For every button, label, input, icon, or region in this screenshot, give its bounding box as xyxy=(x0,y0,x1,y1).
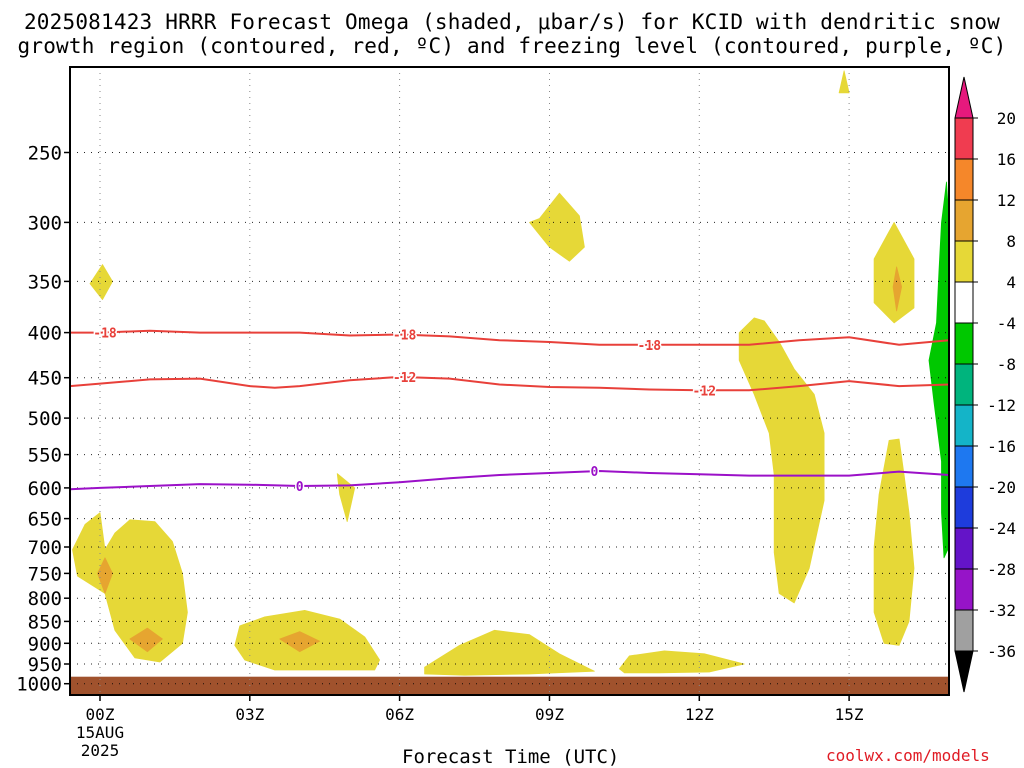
colorbar-label: -24 xyxy=(987,519,1016,538)
colorbar-swatch xyxy=(954,199,974,242)
y-tick-label: 850 xyxy=(28,611,62,633)
colorbar-swatch xyxy=(954,240,974,283)
chart-title-line1: 2025081423 HRRR Forecast Omega (shaded, … xyxy=(23,10,1001,34)
x-tick-label: 06Z xyxy=(385,705,414,724)
x-tick-label: 12Z xyxy=(685,705,714,724)
omega-region xyxy=(529,192,585,262)
omega-region xyxy=(89,264,113,300)
omega-region xyxy=(619,650,745,674)
omega-region xyxy=(279,631,321,653)
omega-region xyxy=(873,438,915,646)
contour-label: -18 xyxy=(93,326,117,341)
contour-line xyxy=(69,375,950,392)
y-tick-label: 700 xyxy=(28,537,62,559)
plot-frame xyxy=(69,66,950,696)
y-tick-label: 250 xyxy=(28,143,62,165)
omega-region xyxy=(738,317,825,604)
y-tick-label: 1000 xyxy=(16,674,62,696)
colorbar-swatch xyxy=(954,486,974,529)
x-date-label: 15AUG xyxy=(76,723,124,742)
contour-label: -18 xyxy=(393,329,417,344)
contour-label: -18 xyxy=(638,339,662,354)
y-tick-label: 350 xyxy=(28,271,62,293)
chart-title-line2: growth region (contoured, red, ºC) and f… xyxy=(17,34,1007,58)
omega-shading xyxy=(72,70,950,676)
axes: 2503003504004505005506006507007508008509… xyxy=(16,66,950,760)
omega-region xyxy=(424,629,595,676)
y-tick-label: 800 xyxy=(28,588,62,610)
colorbar-swatch xyxy=(954,445,974,488)
colorbar-label: -32 xyxy=(987,601,1016,620)
colorbar-swatch xyxy=(954,363,974,406)
x-tick-label: 09Z xyxy=(535,705,564,724)
colorbar-swatch xyxy=(954,527,974,570)
contour-label: 0 xyxy=(590,465,598,480)
colorbar-bottom-arrow xyxy=(954,650,974,693)
grid-lines xyxy=(70,67,949,695)
colorbar-swatch xyxy=(954,281,974,324)
x-tick-label: 03Z xyxy=(235,705,264,724)
contour-label: 0 xyxy=(296,480,304,495)
colorbar-label: 12 xyxy=(997,191,1016,210)
y-tick-label: 500 xyxy=(28,408,62,430)
y-tick-label: 750 xyxy=(28,563,62,585)
x-axis-title: Forecast Time (UTC) xyxy=(402,746,620,768)
omega-region xyxy=(72,512,188,663)
colorbar-label: -8 xyxy=(997,355,1016,374)
omega-region xyxy=(873,222,915,324)
colorbar-label: -28 xyxy=(987,560,1016,579)
y-tick-label: 650 xyxy=(28,509,62,531)
colorbar-swatch xyxy=(954,117,974,160)
y-tick-label: 450 xyxy=(28,368,62,390)
colorbar-label: -4 xyxy=(997,314,1016,333)
colorbar-swatch xyxy=(954,568,974,611)
x-date-label: 2025 xyxy=(81,741,120,760)
y-tick-label: 900 xyxy=(28,633,62,655)
contour-label: -12 xyxy=(693,384,716,399)
x-tick-label: 00Z xyxy=(86,705,115,724)
x-tick-label: 15Z xyxy=(835,705,864,724)
colorbar-label: -20 xyxy=(987,478,1016,497)
y-tick-label: 550 xyxy=(28,445,62,467)
y-tick-label: 300 xyxy=(28,212,62,234)
contour-label: -12 xyxy=(393,371,416,386)
colorbar: 20 16 12 8 4 -4 -8 -12 -16 -20 -24 -28 -32 -36 xyxy=(954,76,1016,693)
omega-region xyxy=(928,181,950,559)
colorbar-label: 20 xyxy=(997,109,1016,128)
y-tick-label: 600 xyxy=(28,478,62,500)
contour-line xyxy=(70,329,950,346)
colorbar-label: -16 xyxy=(987,437,1016,456)
colorbar-label: 4 xyxy=(1006,273,1016,292)
omega-region xyxy=(838,70,850,94)
credit-link[interactable]: coolwx.com/models xyxy=(826,746,990,765)
contour-line xyxy=(69,469,950,491)
contour-lines: -18 -18 -18 -12 -12 0 0 xyxy=(69,325,950,497)
omega-region xyxy=(129,627,163,653)
colorbar-label: -12 xyxy=(987,396,1016,415)
ground-area xyxy=(70,676,949,695)
omega-region xyxy=(336,473,356,522)
omega-region xyxy=(892,266,902,312)
y-tick-label: 400 xyxy=(28,323,62,345)
colorbar-top-arrow xyxy=(954,76,974,119)
omega-region xyxy=(97,557,113,594)
colorbar-label: 16 xyxy=(997,150,1016,169)
colorbar-label: -36 xyxy=(987,642,1016,661)
ground-layer xyxy=(70,676,949,695)
colorbar-swatch xyxy=(954,609,974,652)
colorbar-swatch xyxy=(954,404,974,447)
colorbar-label: 8 xyxy=(1006,232,1016,251)
colorbar-swatch xyxy=(954,322,974,365)
colorbar-swatch xyxy=(954,158,974,201)
y-tick-label: 950 xyxy=(28,654,62,676)
